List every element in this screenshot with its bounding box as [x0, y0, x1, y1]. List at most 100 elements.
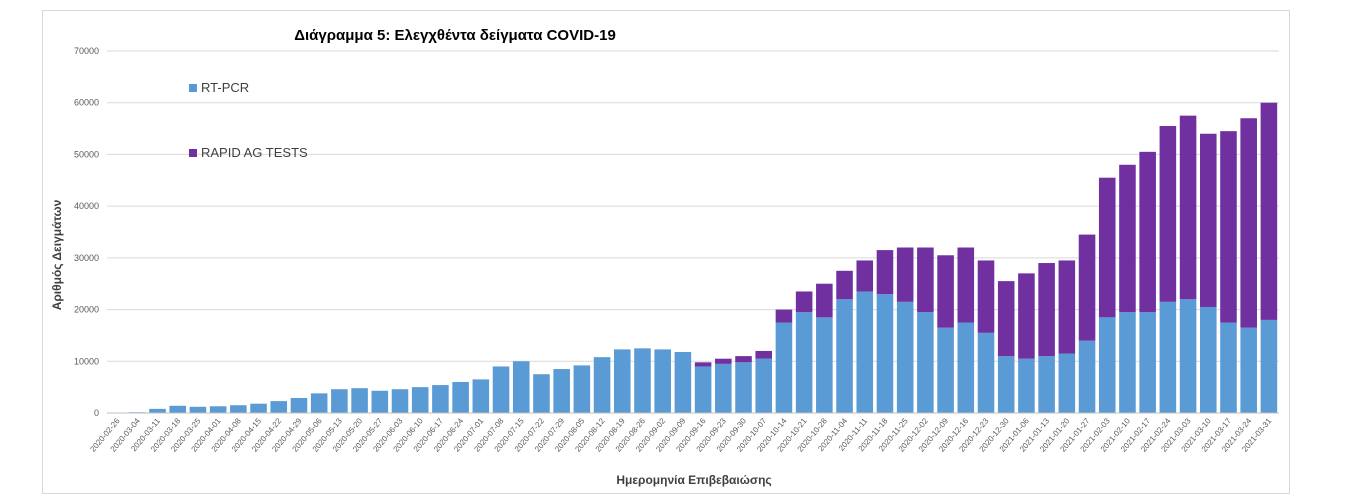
y-tick-label: 30000 — [74, 253, 99, 263]
bar-rt-pcr — [735, 362, 752, 413]
bar-rapid-ag — [735, 356, 752, 363]
bar-rt-pcr — [472, 379, 490, 413]
bar-rt-pcr — [816, 317, 833, 413]
bar-rapid-ag — [917, 247, 934, 313]
y-tick-label: 50000 — [74, 149, 99, 159]
bar-rapid-ag — [816, 283, 833, 318]
legend-swatch-rapid-ag — [189, 148, 197, 157]
chart-title: Διάγραμμα 5: Ελεγχθέντα δείγματα COVID-1… — [294, 27, 616, 44]
bar-rt-pcr — [1058, 353, 1076, 413]
bar-rt-pcr — [310, 393, 328, 413]
bar-rt-pcr — [1119, 312, 1136, 413]
bar-rt-pcr — [674, 351, 692, 413]
bar-rt-pcr — [856, 291, 874, 413]
bar-rapid-ag — [856, 260, 874, 292]
bars — [107, 102, 1279, 414]
bar-rapid-ag — [1038, 263, 1055, 357]
bar-rapid-ag — [1119, 164, 1136, 313]
bar-rapid-ag — [694, 362, 712, 367]
bar-rt-pcr — [694, 366, 712, 413]
bar-rapid-ag — [1159, 125, 1177, 302]
bar-rt-pcr — [1199, 306, 1217, 413]
bar-rt-pcr — [573, 365, 591, 413]
bar-rt-pcr — [1220, 322, 1237, 413]
bar-rt-pcr — [997, 356, 1015, 413]
bar-rt-pcr — [1018, 358, 1035, 413]
y-tick-labels: 0 10000 20000 30000 40000 50000 60000 70000 — [74, 46, 99, 418]
bar-rt-pcr — [331, 389, 348, 413]
chart-container: Διάγραμμα 5: Ελεγχθέντα δείγματα COVID-1… — [42, 10, 1290, 494]
bar-rt-pcr — [593, 357, 611, 413]
bar-rt-pcr — [230, 405, 247, 413]
bar-rt-pcr — [492, 366, 510, 413]
bar-rt-pcr — [533, 374, 550, 413]
bar-rapid-ag — [997, 281, 1015, 357]
bar-rapid-ag — [876, 250, 894, 295]
bar-rt-pcr — [169, 405, 187, 413]
bar-rt-pcr — [411, 387, 429, 413]
bar-rt-pcr — [654, 349, 671, 413]
bar-rt-pcr — [1179, 299, 1197, 413]
bar-rapid-ag — [1078, 234, 1096, 341]
bar-rapid-ag — [715, 358, 732, 364]
bar-rt-pcr — [836, 299, 853, 413]
bar-rapid-ag — [896, 247, 914, 302]
bar-rt-pcr — [1078, 340, 1096, 413]
bar-rt-pcr — [1098, 317, 1116, 413]
bar-rt-pcr — [512, 361, 530, 413]
bar-rapid-ag — [1139, 151, 1156, 313]
bar-rapid-ag — [1098, 177, 1116, 318]
bar-rt-pcr — [189, 406, 207, 413]
bar-rt-pcr — [755, 358, 773, 413]
bar-rapid-ag — [1199, 133, 1217, 307]
bar-rt-pcr — [351, 388, 368, 413]
y-tick-label: 40000 — [74, 201, 99, 211]
bar-rt-pcr — [896, 301, 914, 413]
bar-rt-pcr — [795, 312, 813, 413]
bar-rt-pcr — [957, 322, 975, 413]
bar-rapid-ag — [977, 260, 995, 333]
bar-rapid-ag — [957, 247, 975, 323]
bar-rt-pcr — [1240, 327, 1257, 413]
bar-rapid-ag — [1058, 260, 1076, 354]
bar-rt-pcr — [1260, 319, 1278, 413]
bar-rt-pcr — [1139, 312, 1156, 413]
bar-rt-pcr — [452, 381, 469, 413]
bar-rapid-ag — [1179, 115, 1197, 300]
legend-swatch-rt-pcr — [189, 83, 197, 92]
bar-rapid-ag — [1018, 273, 1035, 359]
bar-rapid-ag — [836, 270, 853, 300]
bar-rt-pcr — [149, 408, 166, 413]
legend-label-rapid-ag: RAPID AG TESTS — [201, 145, 308, 160]
y-tick-label: 10000 — [74, 356, 99, 366]
bar-rt-pcr — [715, 363, 732, 413]
y-tick-label: 70000 — [74, 46, 99, 56]
x-tick-labels: 2020-02-262020-03-042020-03-112020-03-18… — [88, 416, 1273, 454]
bar-rapid-ag — [937, 255, 954, 328]
bar-rt-pcr — [876, 294, 894, 413]
y-tick-label: 0 — [94, 408, 99, 418]
legend-item-rapid-ag: RAPID AG TESTS — [189, 145, 308, 160]
legend-item-rt-pcr: RT-PCR — [189, 80, 249, 95]
y-axis-label: Αριθμός Δειγμάτων — [50, 199, 64, 310]
bar-rapid-ag — [755, 350, 773, 359]
bar-rt-pcr — [290, 398, 308, 413]
y-tick-label: 60000 — [74, 98, 99, 108]
bar-rapid-ag — [1220, 131, 1237, 323]
bar-rt-pcr — [977, 332, 995, 413]
x-axis-label: Ημερομηνία Επιβεβαιώσης — [616, 473, 771, 487]
bar-rt-pcr — [917, 312, 934, 413]
bar-rt-pcr — [391, 389, 409, 413]
bar-rapid-ag — [1260, 102, 1278, 320]
bar-rapid-ag — [795, 291, 813, 313]
bar-rt-pcr — [553, 369, 570, 413]
bar-rt-pcr — [209, 406, 227, 413]
bar-rt-pcr — [1038, 356, 1055, 413]
legend-label-rt-pcr: RT-PCR — [201, 80, 250, 95]
bar-rt-pcr — [613, 349, 631, 413]
chart-plot: Διάγραμμα 5: Ελεγχθέντα δείγματα COVID-1… — [50, 27, 1279, 487]
bar-rt-pcr — [937, 327, 954, 413]
bar-rapid-ag — [1240, 118, 1257, 328]
bar-rt-pcr — [775, 322, 793, 413]
bar-rt-pcr — [371, 390, 389, 413]
